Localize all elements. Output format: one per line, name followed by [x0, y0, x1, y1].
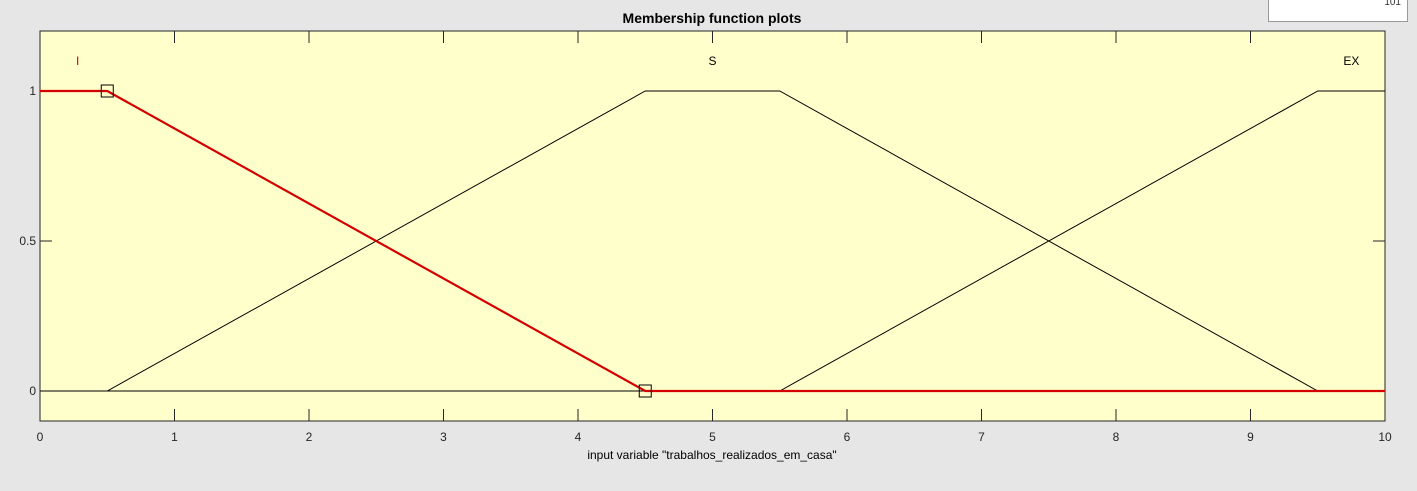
x-tick-label: 2: [306, 430, 313, 444]
x-tick-label: 10: [1378, 430, 1392, 444]
y-tick-label: 1: [29, 84, 36, 98]
y-tick-label: 0.5: [19, 234, 36, 248]
chart-title: Membership function plots: [623, 10, 802, 26]
x-tick-label: 6: [844, 430, 851, 444]
x-axis-label: input variable "trabalhos_realizados_em_…: [587, 448, 836, 462]
x-tick-label: 7: [978, 430, 985, 444]
plot-area[interactable]: [40, 31, 1385, 421]
x-tick-label: 9: [1247, 430, 1254, 444]
x-tick-label: 1: [171, 430, 178, 444]
mf-label-ex[interactable]: EX: [1343, 54, 1359, 68]
x-tick-label: 5: [709, 430, 716, 444]
x-tick-label: 8: [1113, 430, 1120, 444]
mf-label-s[interactable]: S: [708, 54, 716, 68]
x-tick-label: 4: [575, 430, 582, 444]
y-tick-label: 0: [29, 384, 36, 398]
x-tick-label: 0: [37, 430, 44, 444]
mf-label-i[interactable]: I: [76, 54, 79, 68]
x-tick-label: 3: [440, 430, 447, 444]
